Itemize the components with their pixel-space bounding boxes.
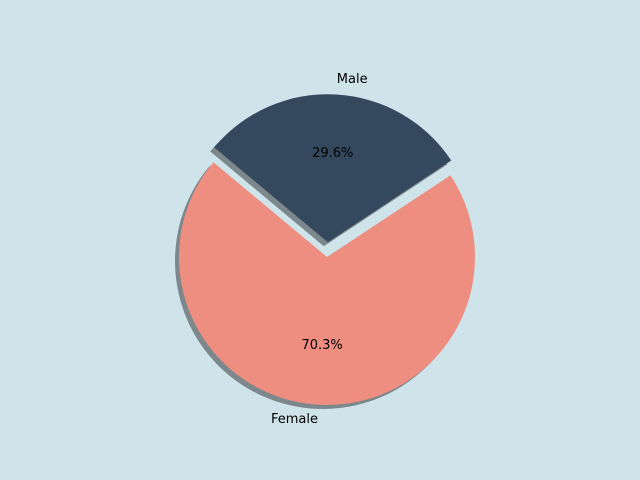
slice — [179, 162, 475, 405]
value-label: 29.6% — [312, 146, 353, 161]
slice-label: Female — [271, 412, 318, 427]
slice-label: Male — [337, 72, 368, 87]
slice — [214, 94, 452, 243]
value-label: 70.3% — [301, 338, 342, 353]
